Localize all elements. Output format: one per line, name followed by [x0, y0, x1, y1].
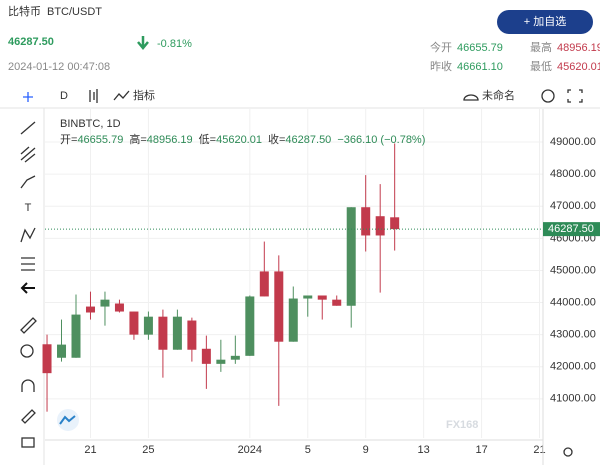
x-tick-label: 21: [533, 444, 545, 456]
lock-draw-tool[interactable]: [21, 409, 36, 424]
layout-name[interactable]: 未命名: [482, 88, 515, 102]
stat-label: 今开: [430, 40, 452, 54]
candle-body: [332, 299, 342, 306]
legend-open: 46655.79: [77, 134, 123, 146]
y-tick-label: 49000.00: [550, 136, 596, 148]
candle-body: [85, 306, 95, 313]
candle-body: [114, 303, 124, 312]
candle-body: [274, 271, 284, 342]
interval[interactable]: D: [60, 90, 68, 102]
candle-body: [201, 348, 211, 364]
y-tick-label: 42000.00: [550, 361, 596, 373]
watch-button[interactable]: [497, 10, 593, 34]
candle-body: [42, 344, 52, 374]
change: -0.81%: [157, 38, 192, 50]
prediction-tool[interactable]: [21, 257, 35, 271]
legend-high: 48956.19: [147, 134, 193, 146]
candle-body: [245, 296, 255, 356]
y-tick-label: 41000.00: [550, 393, 596, 405]
down-arrow: [137, 36, 149, 50]
stat-value: 45620.01: [557, 61, 600, 73]
fullscreen-icon[interactable]: [567, 89, 583, 103]
y-tick-label: 47000.00: [550, 200, 596, 212]
candle-body: [216, 359, 226, 364]
stat-value: 46655.79: [457, 42, 503, 54]
x-tick-label: 17: [475, 444, 487, 456]
candle-body: [143, 316, 153, 335]
x-tick-label: 5: [305, 444, 311, 456]
x-tick-label: 2024: [238, 444, 262, 456]
crosshair-tool[interactable]: [23, 92, 33, 102]
coin-name: 比特币: [8, 4, 41, 18]
x-tick-label: 25: [142, 444, 154, 456]
plot: [42, 109, 543, 438]
logo-mark: [59, 415, 76, 425]
watermark: FX168: [446, 419, 478, 431]
candle-body: [259, 271, 269, 297]
timestamp: 2024-01-12 00:47:08: [8, 61, 110, 73]
ruler-tool[interactable]: [20, 317, 37, 334]
back-tool[interactable]: [20, 282, 35, 294]
candle-body: [375, 216, 385, 236]
candle-body: [390, 217, 400, 230]
candle-body: [172, 316, 182, 350]
last-price-box: [543, 222, 600, 237]
last-price-label: 46287.50: [548, 223, 594, 235]
candle-body: [346, 207, 356, 306]
toolbar: [18, 84, 596, 106]
candle-body: [129, 311, 139, 335]
legend-low-label: 低=: [199, 133, 216, 146]
indicator-icon[interactable]: [113, 90, 130, 101]
candle-body: [288, 298, 298, 342]
candle-body: [361, 207, 371, 236]
legend-close-label: 收=: [268, 132, 285, 146]
legend-open-label: 开=: [60, 134, 77, 146]
watch-button-label[interactable]: + 加自选: [524, 15, 566, 28]
candle-body: [57, 344, 67, 358]
candle-icon[interactable]: [89, 89, 98, 103]
candle-body: [303, 295, 313, 299]
cloud-icon[interactable]: [463, 94, 479, 101]
x-tick-label: 9: [363, 444, 369, 456]
settings-icon[interactable]: [541, 89, 555, 103]
axis-settings-icon[interactable]: [563, 447, 573, 457]
y-tick-label: 43000.00: [550, 329, 596, 341]
legend-symbol: BINBTC, 1D: [60, 118, 121, 130]
magnet-tool[interactable]: [21, 379, 35, 392]
stat-value: 46661.10: [457, 61, 503, 73]
y-tick-label: 48000.00: [550, 168, 596, 180]
fib-tool[interactable]: [20, 146, 36, 163]
symbol: BTC/USDT: [47, 6, 102, 18]
indicators[interactable]: 指标: [133, 88, 155, 102]
drawing-tools: T: [20, 92, 37, 448]
candle-body: [158, 316, 168, 350]
y-tick-label: 45000.00: [550, 264, 596, 276]
candle-body: [317, 295, 327, 300]
price: 46287.50: [8, 36, 54, 48]
x-tick-label: 21: [84, 444, 96, 456]
stat-label: 最高: [530, 40, 552, 54]
zoom-tool[interactable]: [20, 344, 34, 358]
candle-body: [230, 355, 240, 360]
pattern-tool[interactable]: [20, 227, 36, 243]
legend-close: 46287.50: [285, 134, 331, 146]
brush-tool[interactable]: [20, 175, 36, 189]
y-tick-label: 44000.00: [550, 296, 596, 308]
line-tool[interactable]: [20, 121, 36, 135]
candle-body: [187, 320, 197, 350]
legend-low: 45620.01: [216, 134, 262, 146]
text-tool[interactable]: T: [25, 202, 32, 214]
stat-value: 48956.19: [557, 42, 600, 54]
stat-label: 昨收: [430, 59, 452, 73]
candle-body: [71, 314, 81, 358]
legend-change: −366.10 (−0.78%): [337, 134, 425, 146]
x-tick-label: 13: [418, 444, 430, 456]
lock-tool[interactable]: [21, 437, 35, 448]
candle-body: [100, 299, 110, 307]
legend-high-label: 高=: [129, 132, 146, 146]
stat-label: 最低: [530, 60, 552, 73]
